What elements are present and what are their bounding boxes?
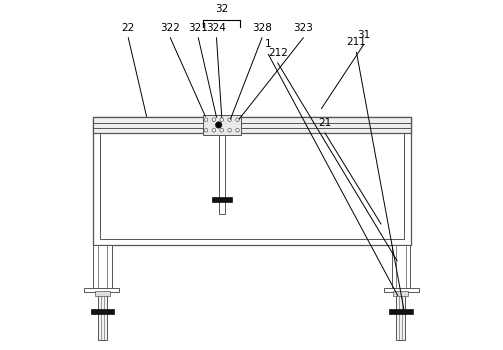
Bar — [98, 292, 107, 340]
Circle shape — [204, 128, 208, 132]
Circle shape — [212, 118, 216, 121]
Text: 323: 323 — [293, 22, 313, 33]
Text: 211: 211 — [347, 37, 367, 47]
Bar — [95, 291, 110, 296]
Bar — [393, 291, 408, 296]
Text: 22: 22 — [122, 22, 135, 33]
Bar — [93, 117, 411, 133]
Bar — [389, 309, 412, 314]
Bar — [396, 292, 405, 340]
Circle shape — [215, 122, 222, 128]
Text: 321: 321 — [188, 22, 208, 33]
Circle shape — [236, 118, 239, 121]
Bar — [93, 117, 411, 245]
Text: 324: 324 — [207, 22, 226, 33]
Bar — [212, 197, 231, 202]
Bar — [93, 245, 112, 289]
Circle shape — [212, 128, 216, 132]
Circle shape — [220, 118, 223, 121]
Text: 322: 322 — [160, 22, 180, 33]
Bar — [384, 288, 419, 292]
Text: 32: 32 — [215, 4, 228, 14]
Text: 328: 328 — [252, 22, 272, 33]
Circle shape — [228, 118, 231, 121]
Bar — [203, 115, 241, 135]
Circle shape — [220, 128, 223, 132]
Circle shape — [204, 118, 208, 121]
Bar — [219, 135, 225, 214]
Bar — [100, 133, 404, 239]
Text: 212: 212 — [268, 48, 288, 58]
Text: 1: 1 — [265, 39, 272, 49]
Bar — [91, 309, 114, 314]
Circle shape — [228, 128, 231, 132]
Text: 31: 31 — [357, 29, 370, 40]
Bar — [84, 288, 119, 292]
Circle shape — [236, 128, 239, 132]
Bar — [391, 245, 410, 289]
Text: 21: 21 — [318, 118, 331, 128]
